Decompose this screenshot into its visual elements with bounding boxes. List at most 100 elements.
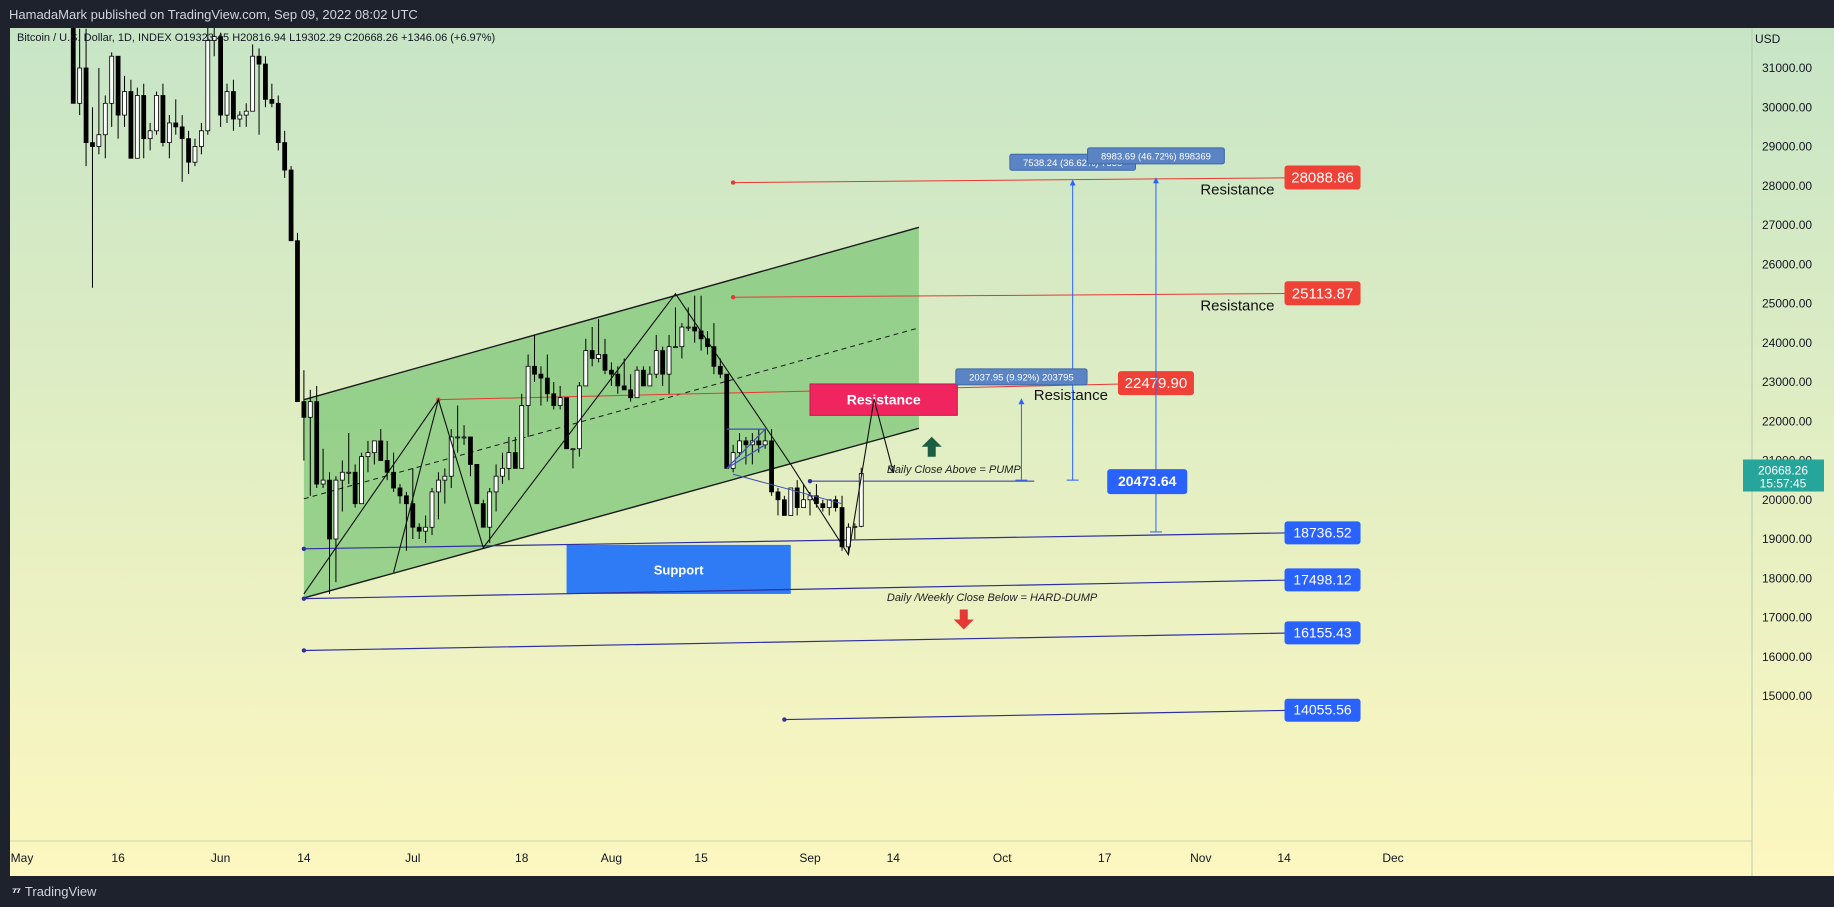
pattern-leg	[393, 399, 439, 573]
time-tick-label: 14	[887, 851, 901, 865]
support-price-label-box	[1284, 698, 1361, 722]
candle-body	[378, 440, 384, 461]
candle-body	[346, 471, 352, 474]
candle-body	[858, 473, 864, 527]
candle-body	[756, 440, 762, 446]
candle-body	[801, 499, 806, 508]
candle-body	[641, 369, 646, 387]
price-tick-label: 19000.00	[1762, 532, 1812, 546]
candle-body	[186, 138, 191, 163]
resistance-line-text: Resistance	[1200, 297, 1274, 314]
candle-body	[576, 385, 582, 450]
candle-body	[391, 471, 396, 489]
support-line	[303, 531, 1323, 550]
support-price-label-box	[1284, 621, 1361, 645]
chart-background	[10, 28, 1752, 876]
channel-lower-line	[303, 427, 920, 599]
brand[interactable]: ⁷⁷ TradingView	[12, 884, 96, 899]
candle-body	[83, 67, 89, 143]
support-price-label-box	[1284, 521, 1361, 545]
candle-body	[288, 169, 294, 242]
candle-body	[846, 526, 851, 548]
candle-body	[198, 130, 204, 147]
candle-body	[250, 55, 256, 112]
candle-body	[557, 397, 563, 406]
candle-body	[583, 350, 589, 387]
resistance-line-anchor	[730, 180, 736, 185]
candle-body	[410, 503, 416, 528]
candle-body	[442, 475, 448, 481]
time-tick-label: 14	[297, 851, 311, 865]
price-tick-label: 28000.00	[1762, 179, 1812, 193]
candle-body	[256, 55, 262, 65]
support-price-label: 14055.56	[1293, 702, 1352, 718]
price-tick-label: 29000.00	[1762, 140, 1812, 154]
candle-body	[679, 326, 685, 348]
footer: ⁷⁷ TradingView	[0, 876, 1834, 907]
publish-info: HamadaMark published on TradingView.com,…	[9, 7, 418, 22]
resistance-line	[733, 292, 1323, 298]
candle-body	[404, 495, 409, 505]
candle-body	[128, 91, 134, 159]
candle-body	[160, 95, 166, 143]
support-zone-label: Support	[654, 562, 704, 577]
candle-body	[570, 448, 576, 451]
candle-body	[820, 503, 826, 508]
support-line	[303, 631, 1323, 652]
candle-body	[339, 471, 345, 481]
candle-body	[762, 440, 768, 446]
measure-label: 7538.24 (36.62%) 7538	[1023, 158, 1122, 169]
current-price-label: 20668.26	[1758, 464, 1808, 478]
annotation-text: Daily /Weekly Close Below = HARD-DUMP	[887, 592, 1098, 604]
price-tick-label: 25000.00	[1762, 297, 1812, 311]
candle-body	[711, 346, 717, 367]
candle-body	[781, 499, 787, 516]
candle-body	[102, 102, 108, 136]
brand-label: TradingView	[24, 884, 97, 899]
candle-body	[833, 499, 839, 508]
candle-body	[282, 142, 288, 171]
resistance-line	[438, 382, 1156, 401]
candle-body	[295, 240, 300, 403]
dump-down-arrow-icon	[953, 609, 974, 630]
measure-label: 2037.95 (9.92%) 203795	[969, 372, 1074, 383]
support-line-anchor	[782, 717, 787, 722]
candle-body	[634, 369, 640, 399]
candle-body	[320, 479, 326, 485]
candle-body	[90, 142, 95, 147]
price-chart[interactable]: 31000.00 30000.00 29000.00 28000.00 27000.00…	[10, 28, 1834, 876]
resistance-zone-box	[809, 383, 958, 416]
time-tick-label: Nov	[1190, 851, 1211, 865]
price-tick-label: 24000.00	[1762, 336, 1812, 350]
support-price-label: 17498.12	[1293, 571, 1352, 587]
candle-body	[70, 28, 76, 104]
candle-body	[263, 63, 268, 100]
candle-body	[461, 436, 467, 439]
support-price-label: 16155.43	[1293, 624, 1352, 640]
measure-label-box	[1087, 147, 1225, 165]
candle-body	[705, 338, 710, 348]
candle-body	[647, 373, 653, 387]
pump-level-anchor	[807, 478, 813, 484]
candle-body	[737, 440, 742, 454]
candle-body	[525, 365, 531, 406]
annotation-text: Daily Close Above = PUMP	[887, 464, 1021, 476]
price-tick-label: 31000.00	[1762, 61, 1812, 75]
triangle-pattern	[726, 428, 767, 469]
candle-body	[480, 503, 486, 528]
price-tick-label: 26000.00	[1762, 257, 1812, 271]
resistance-price-label: 25113.87	[1292, 285, 1353, 302]
time-tick-label: 17	[1098, 851, 1112, 865]
candle-body	[134, 95, 140, 159]
candle-body	[211, 36, 217, 41]
publish-header: HamadaMark published on TradingView.com,…	[0, 0, 1834, 28]
candle-body	[653, 350, 659, 375]
resistance-zone-label: Resistance	[847, 392, 921, 408]
time-tick-label: Dec	[1382, 851, 1403, 865]
candle-body	[794, 487, 800, 509]
candle-body	[423, 526, 428, 532]
candle-body	[205, 40, 211, 132]
resistance-line	[733, 177, 1323, 184]
candle-body	[397, 487, 403, 497]
candle-body	[307, 401, 313, 418]
